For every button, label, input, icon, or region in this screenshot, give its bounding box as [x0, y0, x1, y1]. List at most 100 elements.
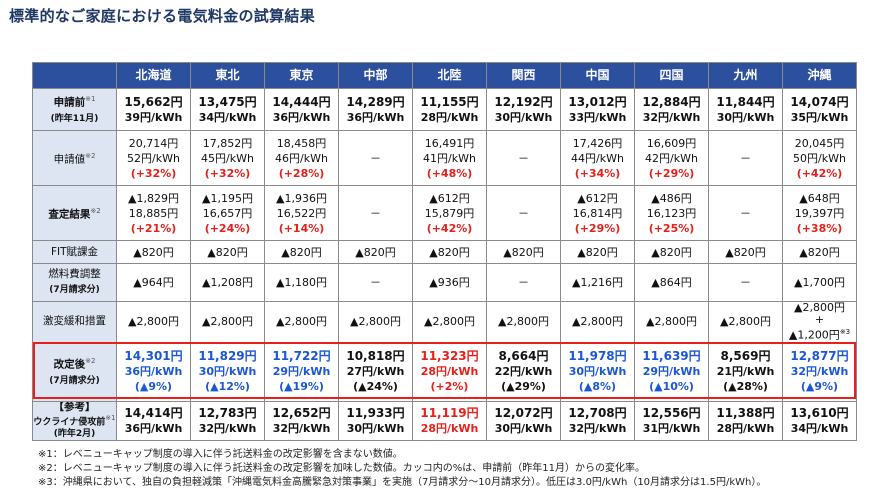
table-cell: 14,301円 36円/kWh (▲9%)	[116, 341, 191, 402]
row-label: 激変緩和措置	[32, 301, 117, 343]
table-cell: ▲2,800円	[560, 301, 635, 343]
table-cell: ▲864円	[634, 263, 709, 302]
cell-unit-price: 39円/kWh	[124, 110, 183, 124]
table-cell: 11,155円 28円/kWh	[412, 88, 487, 131]
row-label: 査定結果※2	[32, 185, 117, 241]
table-cell: 8,569円 21円/kWh (▲28%)	[708, 341, 783, 402]
table-cell: 11,388円 28円/kWh	[708, 400, 783, 442]
table-cell: 16,491円 41円/kWh (+48%)	[412, 130, 487, 186]
table-cell: ▲820円	[634, 240, 709, 264]
table-cell: ▲1,195円 16,657円 (+24%)	[190, 185, 265, 241]
cell-change-rate: (+2%)	[430, 380, 469, 394]
cell-value: 13,610円	[790, 405, 849, 420]
cell-unit-price: 52円/kWh	[127, 151, 180, 165]
cell-change-rate: (+42%)	[426, 221, 473, 235]
cell-value: 17,852円	[202, 136, 253, 150]
cell-value: 11,388円	[716, 405, 775, 420]
row-label-text-2: ウクライナ侵攻前	[33, 417, 106, 428]
footnote-mark: ※3	[839, 328, 851, 336]
table-cell: －	[486, 185, 561, 241]
row-after-revision: 改定後※2 (7月請求分) 14,301円 36円/kWh (▲9%) 11,829…	[32, 341, 857, 402]
cell-unit-price: 42円/kWh	[645, 151, 698, 165]
row-label: 申請前※1 (昨年11月)	[32, 88, 117, 131]
cell-change-rate: (▲24%)	[353, 380, 398, 394]
cell-change-rate: (+29%)	[574, 221, 621, 235]
row-fuel-adjustment: 燃料費調整 (7月請求分) ▲964円 ▲1,208円 ▲1,180円 － ▲9…	[32, 263, 857, 302]
table-cell: 14,444円 36円/kWh	[264, 88, 339, 131]
region-tohoku: 東北	[190, 62, 265, 89]
row-label-text: 査定結果	[48, 208, 91, 221]
row-label-text: 申請値	[53, 153, 86, 166]
row-label-text: 改定後	[53, 358, 86, 371]
cell-change-rate: (▲12%)	[205, 380, 250, 394]
table-cell: ▲1,829円 18,885円 (+21%)	[116, 185, 191, 241]
cell-value: 12,708円	[568, 405, 627, 420]
region-hokuriku: 北陸	[412, 62, 487, 89]
row-fit-surcharge: FIT賦課金 ▲820円 ▲820円 ▲820円 ▲820円 ▲820円 ▲82…	[32, 240, 857, 264]
cell-unit-price: 36円/kWh	[124, 365, 183, 379]
table-cell: ▲486円 16,123円 (+25%)	[634, 185, 709, 241]
table-cell: －	[708, 185, 783, 241]
table-cell: ▲612円 16,814円 (+29%)	[560, 185, 635, 241]
cell-unit-price: 35円/kWh	[790, 110, 849, 124]
cell-dash: －	[740, 206, 751, 220]
cell-change-rate: (+42%)	[796, 166, 843, 180]
cell-dash: －	[370, 151, 381, 165]
region-kansai: 関西	[486, 62, 561, 89]
cell-unit-price: 30円/kWh	[198, 365, 257, 379]
table-cell: 12,884円 32円/kWh	[634, 88, 709, 131]
cell-unit-price: 22円/kWh	[494, 365, 553, 379]
table-cell: ▲820円	[412, 240, 487, 264]
table-cell: ▲936円	[412, 263, 487, 302]
cell-value: 13,012円	[568, 94, 627, 109]
cell-value: 18,885円	[128, 206, 179, 220]
cell-change-rate: (+28%)	[278, 166, 325, 180]
row-application-value: 申請値※2 20,714円 52円/kWh (+32%) 17,852円 45円/kW…	[32, 130, 857, 186]
cell-unit-price: 41円/kWh	[423, 151, 476, 165]
row-sublabel: (昨年2月)	[53, 429, 96, 440]
cell-unit-price: 27円/kWh	[346, 365, 405, 379]
table-cell: 16,609円 42円/kWh (+29%)	[634, 130, 709, 186]
row-label-text: 【参考】	[53, 401, 96, 413]
cell-value: 12,556円	[642, 405, 701, 420]
table-cell: ▲648円 19,397円 (+38%)	[782, 185, 857, 241]
cell-unit-price: 44円/kWh	[571, 151, 624, 165]
header-row: 北海道 東北 東京 中部 北陸 関西 中国 四国 九州 沖縄	[32, 62, 857, 89]
cell-value: ▲2,800円	[794, 301, 845, 314]
cell-value: 19,397円	[794, 206, 845, 220]
cell-value: 8,569円	[720, 349, 771, 364]
table-cell: 12,072円 30円/kWh	[486, 400, 561, 442]
cell-change-rate: (▲28%)	[723, 380, 768, 394]
region-hokkaido: 北海道	[116, 62, 191, 89]
region-okinawa: 沖縄	[782, 62, 857, 89]
table-cell: －	[338, 130, 413, 186]
cell-value: 12,877円	[790, 349, 849, 364]
cell-value: 15,662円	[124, 94, 183, 109]
cell-value: 12,884円	[642, 94, 701, 109]
table-cell: ▲2,800円	[412, 301, 487, 343]
cell-value: 14,444円	[272, 94, 331, 109]
cell-unit-price: 28円/kWh	[420, 421, 479, 435]
table-cell: 12,708円 32円/kWh	[560, 400, 635, 442]
row-sublabel: (7月請求分)	[49, 375, 100, 386]
table-cell: ▲820円	[560, 240, 635, 264]
cell-change-rate: (+32%)	[204, 166, 251, 180]
table-cell: ▲820円	[486, 240, 561, 264]
cell-value: ▲1,200円	[788, 328, 840, 342]
cell-value: 11,829円	[198, 349, 257, 364]
cell-change-rate: (▲9%)	[800, 380, 839, 394]
cell-change-rate: (▲8%)	[578, 380, 617, 394]
page-title: 標準的なご家庭における電気料金の試算結果	[9, 7, 316, 25]
cell-value: 11,844円	[716, 94, 775, 109]
table-cell: 11,844円 30円/kWh	[708, 88, 783, 131]
table-cell: 12,652円 32円/kWh	[264, 400, 339, 442]
table-cell: 11,323円 28円/kWh (+2%)	[412, 341, 487, 402]
cell-unit-price: 36円/kWh	[346, 110, 405, 124]
cell-dash: －	[740, 151, 751, 165]
table-cell: ▲2,800円	[708, 301, 783, 343]
table-cell: ▲2,800円	[486, 301, 561, 343]
table-cell: 11,119円 28円/kWh	[412, 400, 487, 442]
cell-value: 14,414円	[124, 405, 183, 420]
region-kyushu: 九州	[708, 62, 783, 89]
corner-cell	[32, 62, 117, 89]
